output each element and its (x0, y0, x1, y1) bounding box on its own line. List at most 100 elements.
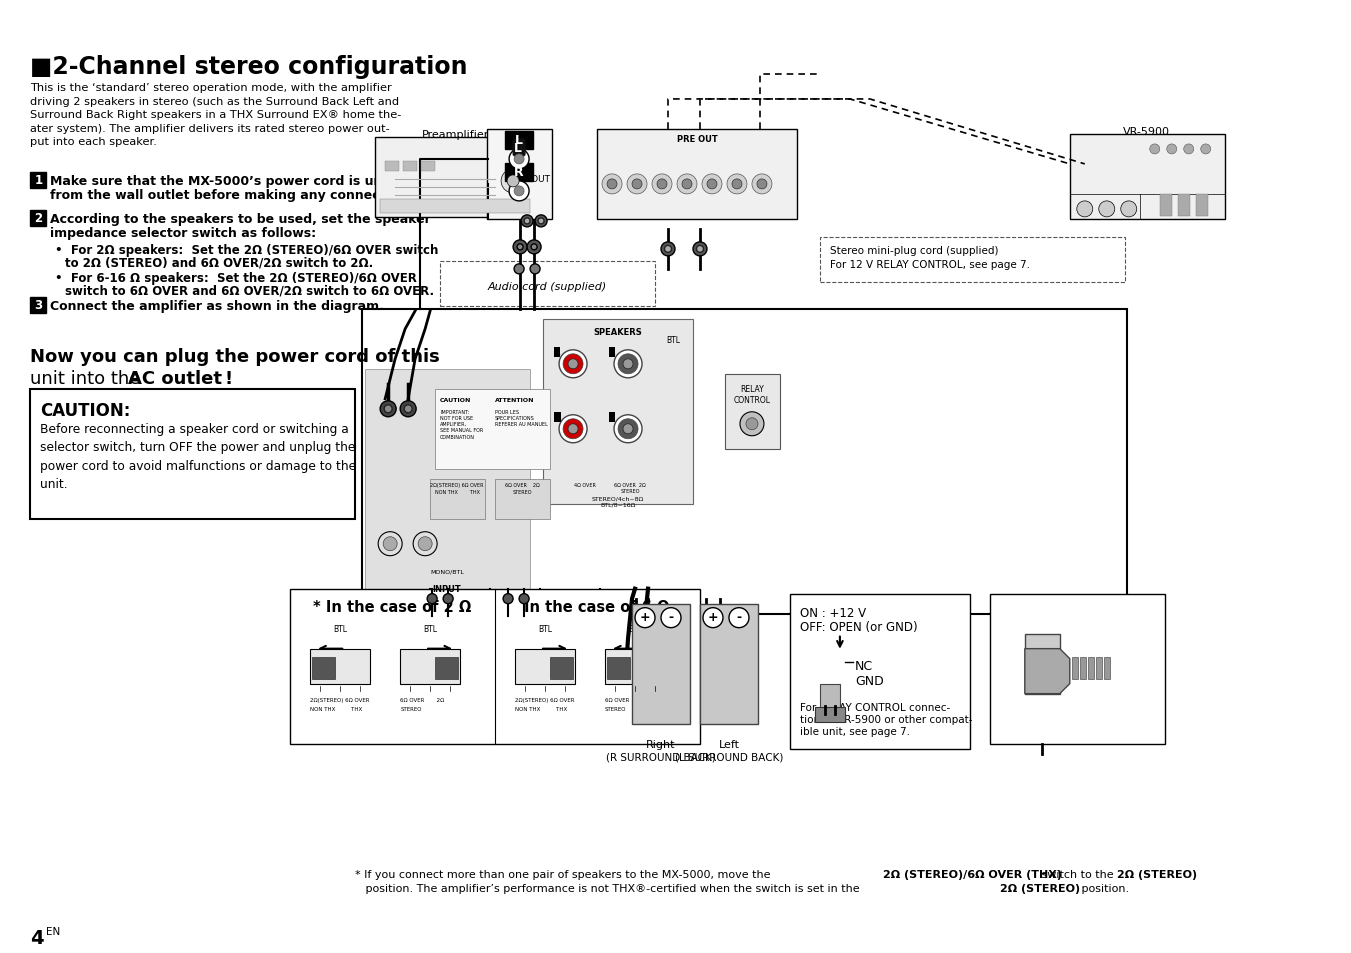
Text: ATTENTION: ATTENTION (494, 397, 535, 402)
Circle shape (1167, 145, 1177, 154)
Text: (R SURROUND BACK): (R SURROUND BACK) (607, 752, 716, 761)
Text: 6Ω OVER       2Ω: 6Ω OVER 2Ω (605, 697, 650, 701)
Bar (380, 200, 530, 213)
Text: 2Ω(STEREO) 6Ω OVER: 2Ω(STEREO) 6Ω OVER (311, 697, 370, 701)
Text: L: L (609, 348, 615, 357)
Circle shape (707, 180, 717, 190)
Circle shape (703, 608, 723, 628)
Text: VR-5900: VR-5900 (1123, 127, 1170, 137)
Circle shape (384, 405, 392, 414)
Text: For RELAY CONTROL connec-: For RELAY CONTROL connec- (800, 701, 950, 712)
Text: switch to the: switch to the (1038, 868, 1117, 879)
Circle shape (563, 419, 584, 439)
Text: ON : +12 V: ON : +12 V (800, 606, 866, 619)
Bar (1178, 194, 1190, 216)
Bar (1079, 657, 1086, 679)
Polygon shape (1025, 649, 1070, 694)
Text: NON THX         THX: NON THX THX (311, 706, 362, 711)
Text: IMPORTANT:
NOT FOR USE
AMPLIFIER,
SEE MANUAL FOR
COMBINATION: IMPORTANT: NOT FOR USE AMPLIFIER, SEE MA… (440, 410, 484, 439)
Text: 2Ω(STEREO) 6Ω OVER: 2Ω(STEREO) 6Ω OVER (515, 697, 574, 701)
Text: L: L (555, 348, 559, 357)
Circle shape (535, 215, 547, 228)
Bar (30, 297, 46, 314)
Bar (550, 657, 573, 679)
Circle shape (559, 416, 588, 443)
Circle shape (567, 424, 578, 435)
Text: For 12 V RELAY CONTROL, see page 7.: For 12 V RELAY CONTROL, see page 7. (830, 259, 1029, 270)
Text: STEREO: STEREO (605, 706, 627, 711)
Circle shape (623, 359, 634, 370)
Circle shape (607, 180, 617, 190)
Circle shape (427, 594, 438, 604)
Text: According to the speakers to be used, set the speaker: According to the speakers to be used, se… (50, 213, 431, 226)
Text: Now you can plug the power cord of this: Now you can plug the power cord of this (30, 348, 440, 365)
Text: INPUT: INPUT (432, 584, 462, 593)
Circle shape (757, 180, 767, 190)
Bar (311, 649, 370, 684)
Bar (820, 237, 1125, 282)
Circle shape (627, 174, 647, 194)
Circle shape (507, 175, 519, 188)
Text: Left: Left (719, 739, 739, 749)
Text: (L SURROUND BACK): (L SURROUND BACK) (674, 752, 784, 761)
Bar (1096, 657, 1102, 679)
Bar (505, 164, 534, 182)
Circle shape (538, 218, 544, 225)
Bar (1025, 634, 1059, 694)
Bar (385, 162, 399, 172)
Circle shape (661, 608, 681, 628)
Bar (543, 319, 693, 504)
Circle shape (746, 418, 758, 431)
Bar (605, 649, 665, 684)
Circle shape (384, 537, 397, 551)
Text: Right: Right (646, 739, 676, 749)
Text: 2: 2 (34, 213, 42, 225)
Text: R: R (554, 413, 559, 422)
Circle shape (515, 265, 524, 274)
Text: * If you connect more than one pair of speakers to the MX-5000, move the: * If you connect more than one pair of s… (355, 868, 774, 879)
Text: 3: 3 (34, 299, 42, 312)
Bar (1104, 657, 1109, 679)
Circle shape (378, 532, 403, 557)
Circle shape (661, 243, 676, 256)
Circle shape (380, 401, 396, 417)
Text: Speakers: Speakers (639, 649, 688, 659)
Text: ■2-Channel stereo configuration: ■2-Channel stereo configuration (30, 55, 467, 79)
Text: PRE OUT: PRE OUT (677, 134, 717, 144)
Text: •  For 2Ω speakers:  Set the 2Ω (STEREO)/6Ω OVER switch: • For 2Ω speakers: Set the 2Ω (STEREO)/6… (55, 244, 439, 256)
Circle shape (665, 246, 671, 253)
Text: GND: GND (855, 674, 884, 687)
Text: EN: EN (46, 926, 61, 937)
Circle shape (503, 594, 513, 604)
Circle shape (515, 154, 524, 165)
Text: L: L (515, 142, 521, 154)
Text: SPEAKERS: SPEAKERS (593, 328, 643, 336)
Circle shape (404, 405, 412, 414)
Bar (790, 594, 970, 749)
Text: MONO/BTL: MONO/BTL (430, 569, 463, 574)
Bar (365, 370, 530, 589)
Circle shape (657, 180, 667, 190)
Text: !: ! (224, 370, 232, 387)
Circle shape (682, 180, 692, 190)
Circle shape (1201, 145, 1210, 154)
Bar (400, 649, 461, 684)
Text: +: + (640, 611, 650, 623)
Circle shape (1121, 202, 1136, 217)
Circle shape (635, 608, 655, 628)
Circle shape (693, 243, 707, 256)
Text: tion to VR-5900 or other compat-: tion to VR-5900 or other compat- (800, 714, 973, 724)
Text: position.: position. (1078, 882, 1129, 893)
Bar (607, 657, 630, 679)
Text: 6Ω OVER    2Ω: 6Ω OVER 2Ω (505, 482, 539, 487)
Circle shape (509, 182, 530, 202)
Circle shape (615, 351, 642, 378)
Circle shape (740, 413, 763, 436)
Bar (725, 375, 780, 449)
Text: position. The amplifier’s performance is not THX®-certified when the switch is s: position. The amplifier’s performance is… (355, 882, 863, 893)
Text: 2Ω(STEREO) 6Ω OVER: 2Ω(STEREO) 6Ω OVER (431, 482, 484, 487)
Bar (632, 604, 690, 724)
Text: CAUTION:: CAUTION: (41, 401, 131, 419)
Text: •  For 6-16 Ω speakers:  Set the 2Ω (STEREO)/6Ω OVER: • For 6-16 Ω speakers: Set the 2Ω (STERE… (55, 272, 417, 285)
Bar (505, 132, 534, 150)
